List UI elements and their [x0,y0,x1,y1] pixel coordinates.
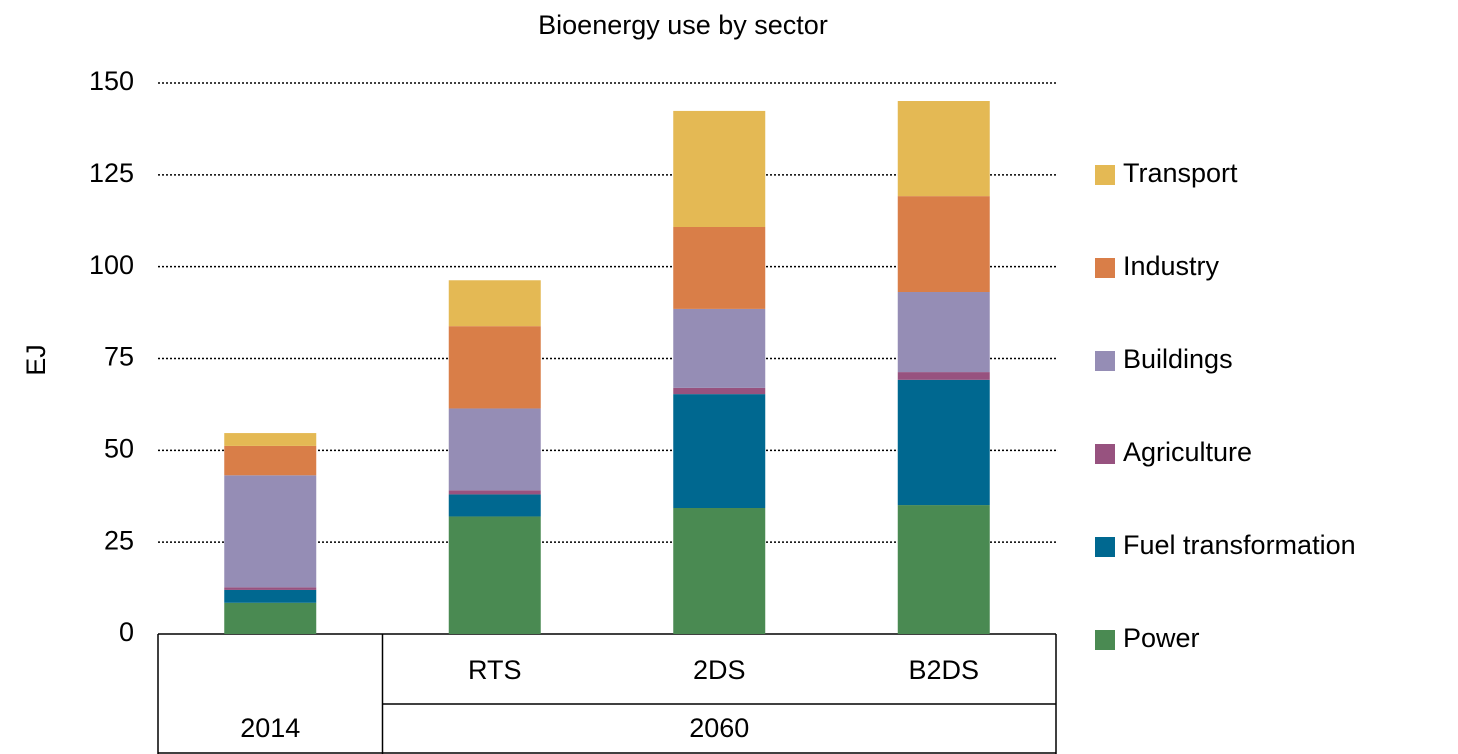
y-tick-label: 50 [104,433,134,463]
legend-swatch [1095,444,1115,464]
bar-segment [224,475,317,588]
y-axis-label: EJ [21,344,51,376]
y-tick-label: 125 [89,158,134,188]
bar-segment [448,516,541,634]
bar-segment [448,326,541,409]
bar-segment [673,110,766,227]
bar-segment [448,280,541,327]
legend-swatch [1095,630,1115,650]
x-tick-label: B2DS [908,655,979,685]
y-tick-label: 0 [119,617,134,647]
bar-segment [224,433,317,446]
bar-segment [897,292,990,373]
group-label: 2014 [240,713,300,743]
bar-segment [224,602,317,634]
bar-segment [673,387,766,395]
bar-segment [448,494,541,517]
bar-segment [673,508,766,634]
legend-label: Industry [1123,251,1220,281]
bar-segment [897,379,990,506]
bar-segment [224,589,317,603]
bar-segment [448,408,541,491]
bar-segment [897,100,990,197]
x-tick-label: RTS [468,655,522,685]
legend-swatch [1095,258,1115,278]
bar-segment [448,490,541,495]
y-tick-label: 25 [104,525,134,555]
y-tick-label: 100 [89,250,134,280]
legend-swatch [1095,537,1115,557]
bar-segment [224,445,317,476]
legend-swatch [1095,165,1115,185]
bar-segment [897,505,990,634]
bar-segment [897,196,990,293]
legend-label: Power [1123,623,1200,653]
legend-label: Transport [1123,158,1238,188]
legend-label: Fuel transformation [1123,530,1356,560]
bar-segment [673,394,766,509]
y-tick-label: 150 [89,66,134,96]
legend-label: Agriculture [1123,437,1252,467]
legend-swatch [1095,351,1115,371]
group-label: 2060 [689,713,749,743]
bar-segment [224,587,317,590]
bar-segment [897,372,990,380]
legend-label: Buildings [1123,344,1233,374]
bar-segment [673,308,766,388]
y-tick-label: 75 [104,342,134,372]
x-tick-label: 2DS [693,655,746,685]
chart-title: Bioenergy use by sector [538,10,828,40]
bar-segment [673,226,766,309]
